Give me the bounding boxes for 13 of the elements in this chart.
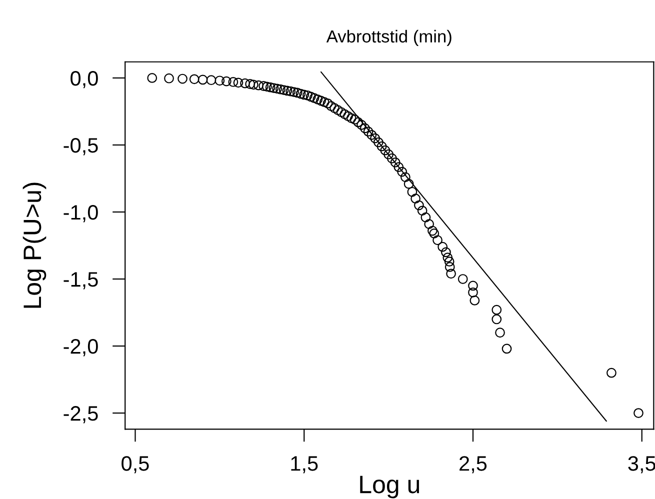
y-tick-label: -1,0 xyxy=(64,205,98,222)
x-tick-label: 0,5 xyxy=(122,456,149,474)
chart-title: Avbrottstid (min) xyxy=(326,30,452,46)
y-tick-label: -2,0 xyxy=(64,339,98,356)
x-tick-label: 1,5 xyxy=(291,456,318,474)
x-tick-label: 2,5 xyxy=(460,456,487,474)
y-axis-title: Log P(U>u) xyxy=(22,182,46,308)
x-tick-label: 3,5 xyxy=(628,456,655,474)
y-tick-label: -1,5 xyxy=(64,272,98,290)
x-axis-title: Log u xyxy=(360,476,420,498)
y-tick-label: 0,0 xyxy=(70,70,98,88)
y-tick-label: -2,5 xyxy=(64,406,98,424)
y-tick-label: -0,5 xyxy=(64,138,98,156)
